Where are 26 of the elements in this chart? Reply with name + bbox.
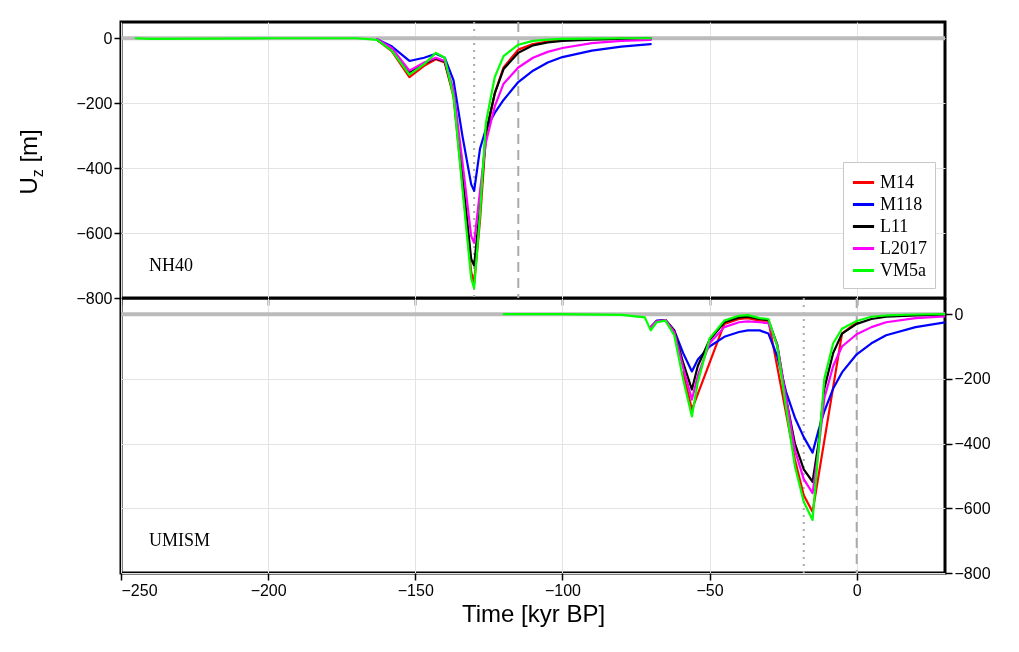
y2-tick-label: −200 [954,370,991,388]
line-series [134,37,652,290]
y-tick-label: 0 [103,29,113,47]
x-tick-label: −200 [250,581,287,599]
y2-tick-label: −400 [954,435,991,453]
annotation: NH40 [149,255,193,275]
x-tick-label: −250 [121,581,158,599]
y2-tick-label: −800 [954,564,991,582]
x-tick-label: −150 [397,581,434,599]
legend-label: M14 [880,171,915,192]
x-tick-label: 0 [852,581,862,599]
legend-label: VM5a [880,259,926,280]
y2-tick-label: −600 [954,499,991,517]
y-tick-label: −800 [76,289,113,307]
legend-label: L11 [880,215,909,236]
legend-label: L2017 [880,237,927,258]
line-series [681,316,858,513]
annotation: UMISM [149,530,211,550]
y-tick-label: −200 [76,94,113,112]
legend-label: M118 [880,193,923,214]
y-tick-label: −400 [76,159,113,177]
x-tick-label: −100 [544,581,582,599]
x-axis-title: Time [kyr BP] [461,599,606,627]
x-tick-label: −50 [696,581,724,599]
y2-tick-label: 0 [954,305,964,323]
y-tick-label: −600 [76,224,113,242]
